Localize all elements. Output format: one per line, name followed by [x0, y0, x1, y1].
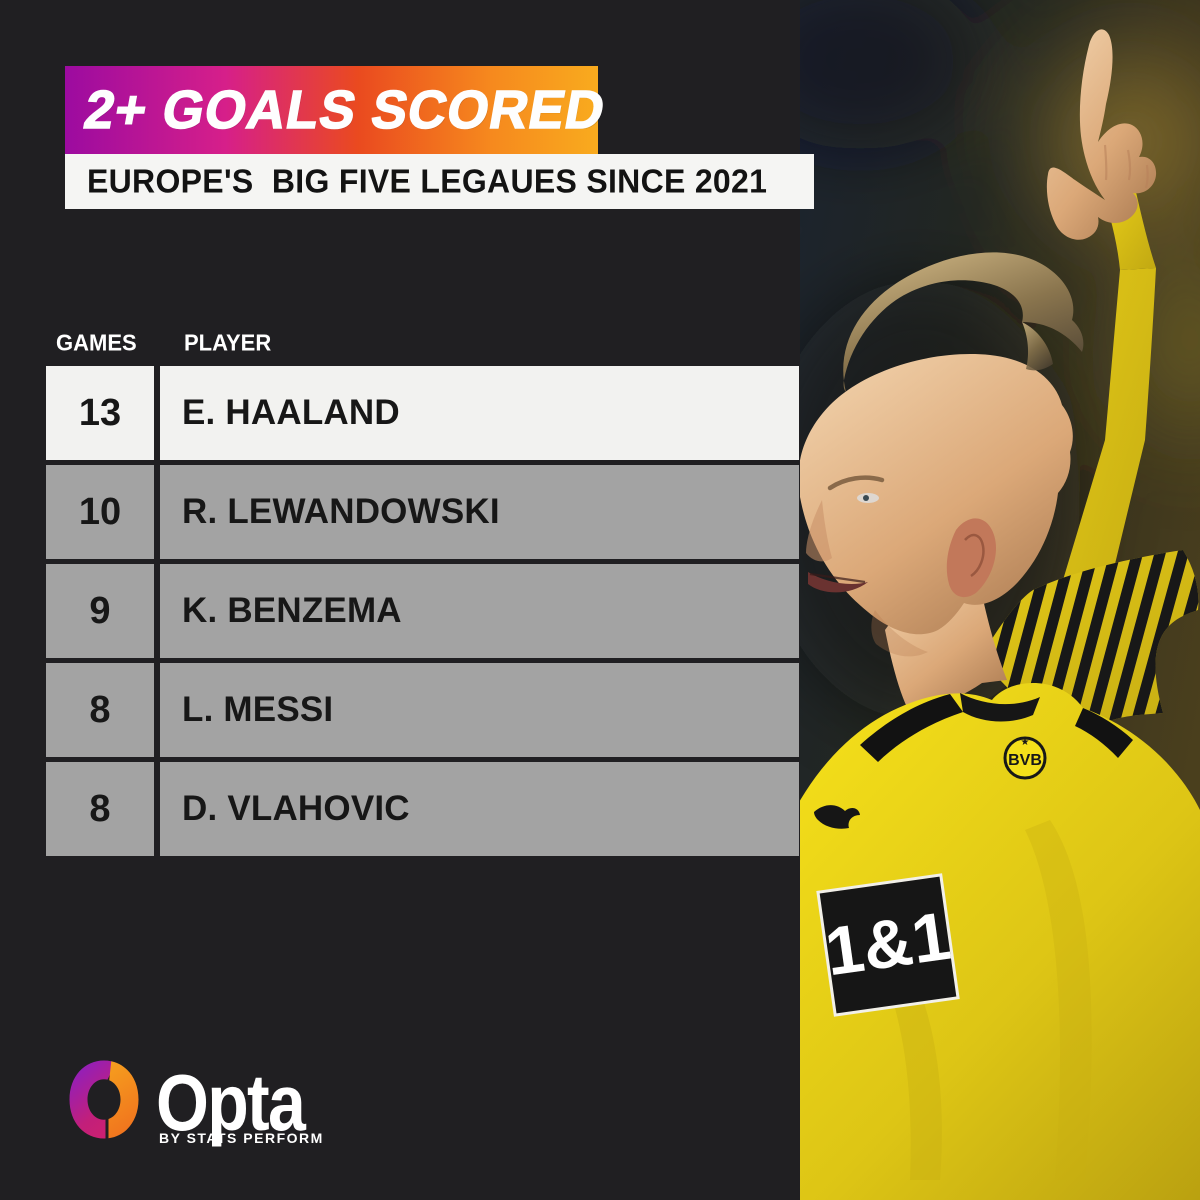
svg-text:★: ★ — [1021, 737, 1030, 748]
svg-text:BVB: BVB — [1008, 752, 1042, 769]
